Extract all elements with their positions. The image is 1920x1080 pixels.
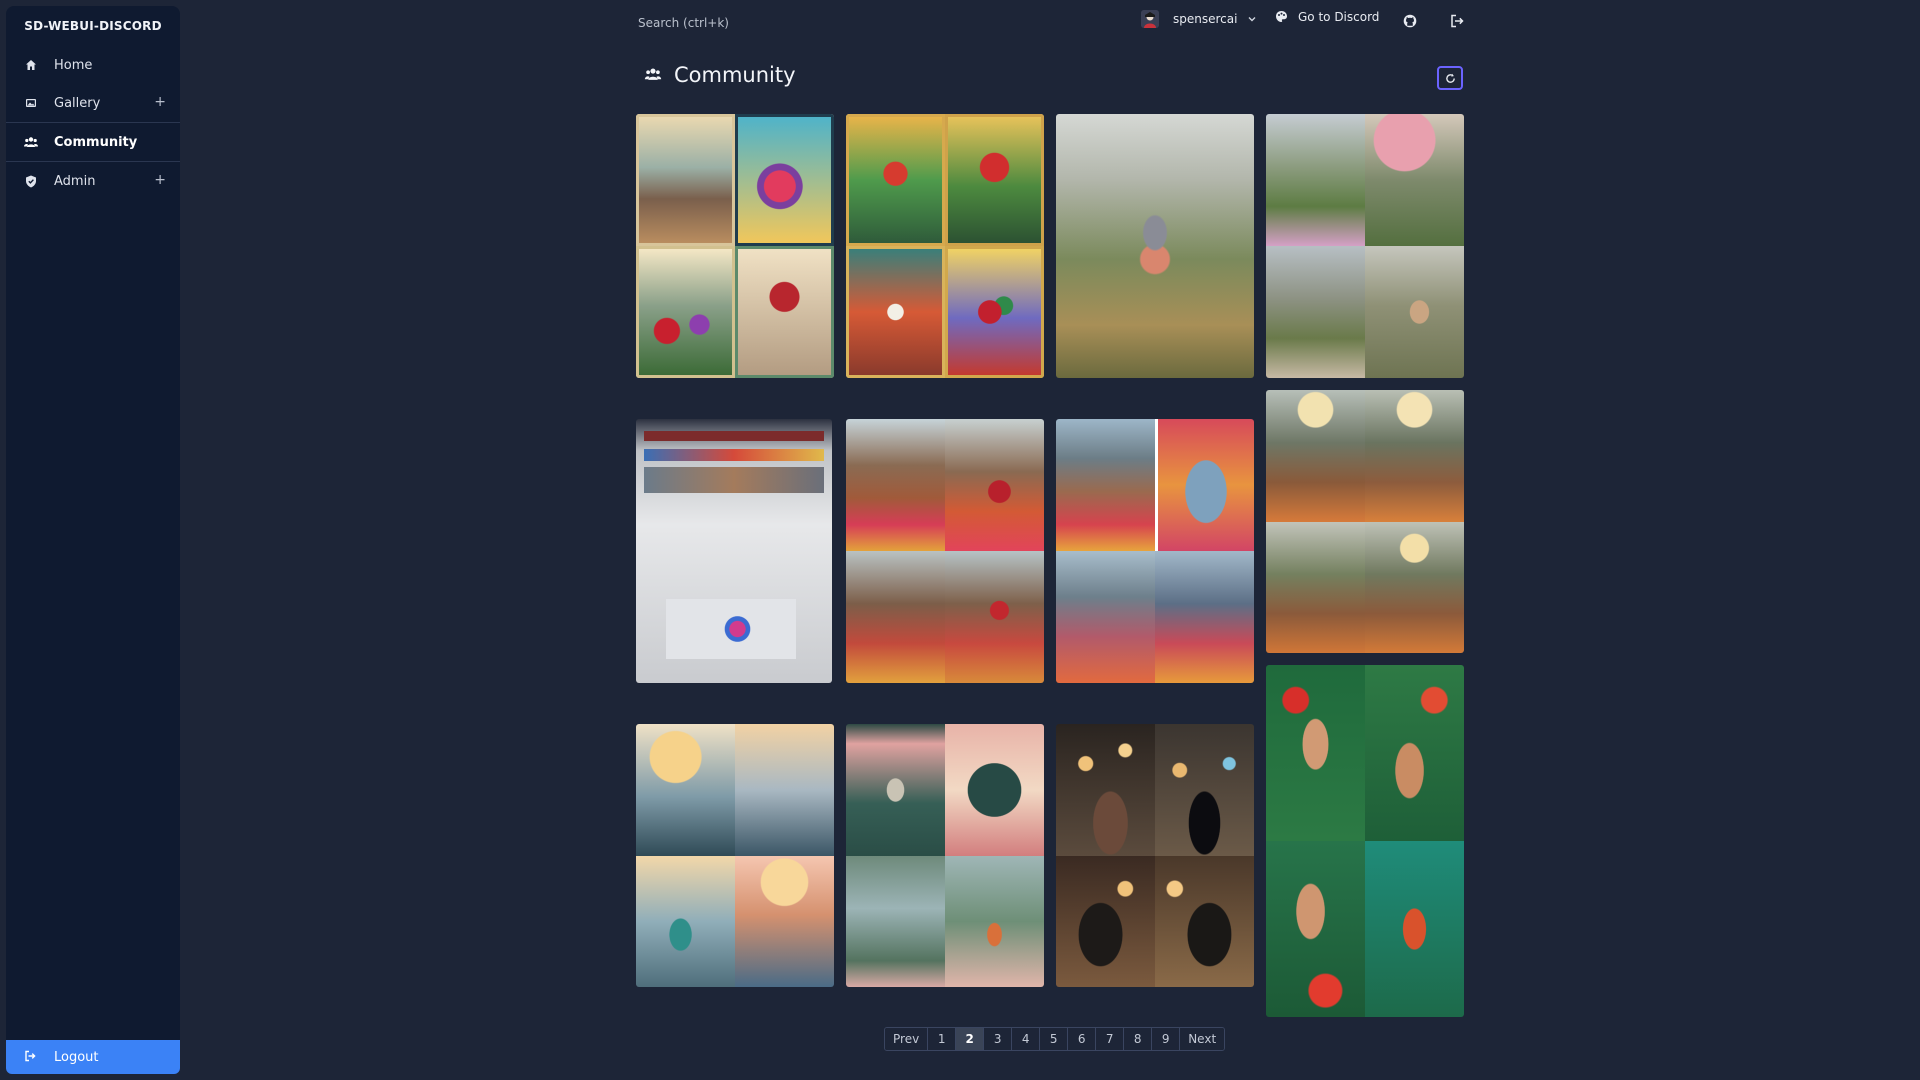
sidebar-item-gallery[interactable]: Gallery + — [6, 84, 180, 123]
username: spensercai — [1173, 12, 1238, 26]
pagination: Prev 1 2 3 4 5 6 7 8 9 Next — [884, 1027, 1226, 1051]
search-input[interactable] — [636, 12, 900, 34]
gallery-image[interactable] — [1266, 665, 1464, 1017]
avatar — [1141, 10, 1159, 28]
gallery-image[interactable] — [846, 419, 1044, 683]
sidebar-nav: Home Gallery + Community Admin + — [6, 46, 180, 200]
gallery-image[interactable] — [1266, 390, 1464, 653]
sidebar-item-home[interactable]: Home — [6, 46, 180, 84]
gallery-image[interactable] — [1056, 114, 1254, 378]
gallery-image[interactable] — [636, 114, 834, 378]
page-button[interactable]: 6 — [1068, 1028, 1097, 1050]
page-button-current[interactable]: 2 — [956, 1028, 985, 1050]
gallery-image[interactable] — [846, 114, 1044, 378]
chevron-down-icon — [1247, 14, 1257, 24]
sidebar-item-label: Admin — [54, 173, 96, 189]
next-page-button[interactable]: Next — [1180, 1028, 1225, 1050]
image-icon — [24, 96, 38, 110]
sidebar-item-label: Home — [54, 57, 93, 73]
page-button[interactable]: 5 — [1040, 1028, 1069, 1050]
page-button[interactable]: 4 — [1012, 1028, 1041, 1050]
gallery-image[interactable] — [1056, 724, 1254, 987]
page-button[interactable]: 3 — [984, 1028, 1013, 1050]
discord-label: Go to Discord — [1298, 10, 1380, 24]
github-icon[interactable] — [1403, 13, 1417, 28]
users-icon — [644, 67, 664, 83]
expand-icon[interactable]: + — [154, 172, 166, 188]
logout-icon — [24, 1050, 38, 1064]
user-menu[interactable]: spensercai — [1141, 10, 1257, 28]
sign-out-icon[interactable] — [1450, 13, 1464, 28]
expand-icon[interactable]: + — [154, 94, 166, 110]
gallery-image[interactable] — [636, 419, 832, 683]
shield-icon — [24, 174, 38, 188]
page-button[interactable]: 9 — [1152, 1028, 1181, 1050]
go-to-discord-link[interactable]: Go to Discord — [1275, 10, 1379, 24]
sidebar-item-community[interactable]: Community — [6, 123, 180, 162]
gallery-image[interactable] — [636, 724, 834, 987]
logout-label: Logout — [54, 1049, 99, 1065]
page-header: Community — [644, 63, 796, 87]
page-button[interactable]: 1 — [928, 1028, 957, 1050]
refresh-icon — [1445, 69, 1456, 88]
sidebar-item-label: Gallery — [54, 95, 101, 111]
page-button[interactable]: 8 — [1124, 1028, 1153, 1050]
gallery-image[interactable] — [846, 724, 1044, 987]
users-icon — [24, 135, 38, 149]
gallery-image[interactable] — [1056, 419, 1254, 683]
brand-title: SD-WEBUI-DISCORD — [24, 19, 162, 33]
gallery-image[interactable] — [1266, 114, 1464, 378]
prev-page-button[interactable]: Prev — [885, 1028, 929, 1050]
palette-icon — [1275, 10, 1289, 24]
home-icon — [24, 58, 38, 72]
page-title: Community — [674, 63, 796, 87]
page-button[interactable]: 7 — [1096, 1028, 1125, 1050]
sidebar: SD-WEBUI-DISCORD Home Gallery + Communit… — [6, 6, 180, 1074]
sidebar-item-admin[interactable]: Admin + — [6, 162, 180, 200]
refresh-button[interactable] — [1437, 66, 1463, 90]
logout-button[interactable]: Logout — [6, 1040, 180, 1074]
sidebar-item-label: Community — [54, 134, 138, 150]
